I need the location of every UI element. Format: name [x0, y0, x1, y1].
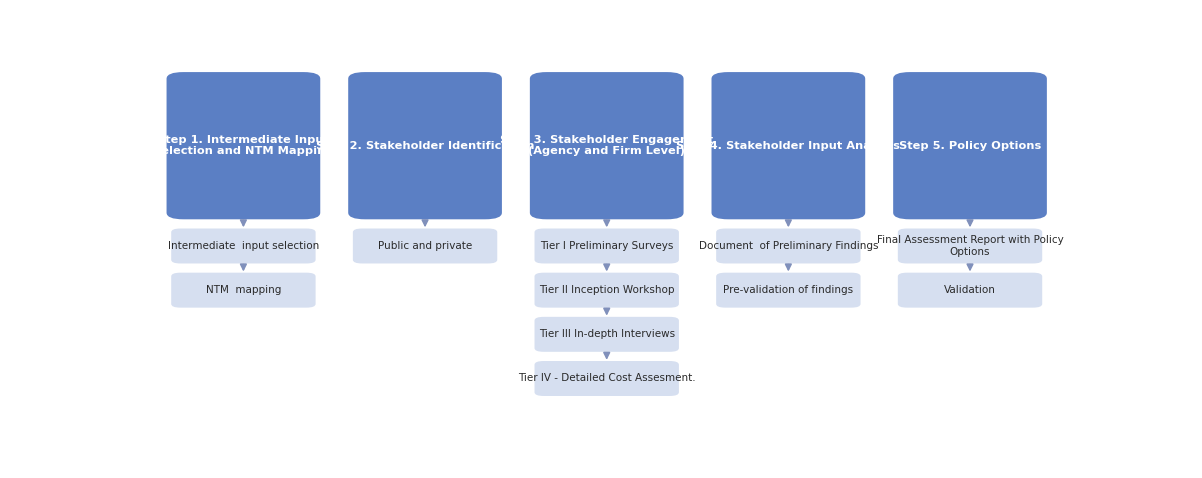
Text: Validation: Validation — [944, 285, 996, 295]
FancyBboxPatch shape — [535, 228, 679, 263]
FancyBboxPatch shape — [535, 317, 679, 352]
Text: Intermediate  input selection: Intermediate input selection — [168, 241, 319, 251]
FancyBboxPatch shape — [171, 228, 316, 263]
FancyBboxPatch shape — [349, 72, 502, 219]
Text: Final Assessment Report with Policy
Options: Final Assessment Report with Policy Opti… — [876, 235, 1064, 257]
Text: Tier II Inception Workshop: Tier II Inception Workshop — [538, 285, 674, 295]
Text: Document  of Preliminary Findings: Document of Preliminary Findings — [698, 241, 879, 251]
FancyBboxPatch shape — [716, 228, 861, 263]
Text: Step 1. Intermediate Input
Selection and NTM Mapping: Step 1. Intermediate Input Selection and… — [153, 135, 334, 156]
FancyBboxPatch shape — [530, 72, 684, 219]
FancyBboxPatch shape — [712, 72, 865, 219]
Text: Pre-validation of findings: Pre-validation of findings — [724, 285, 853, 295]
Text: Step 4. Stakeholder Input Analysis: Step 4. Stakeholder Input Analysis — [677, 141, 900, 151]
Text: Step 3. Stakeholder Engagement
(Agency and Firm Level): Step 3. Stakeholder Engagement (Agency a… — [500, 135, 713, 156]
FancyBboxPatch shape — [898, 228, 1042, 263]
Text: Public and private: Public and private — [377, 241, 472, 251]
FancyBboxPatch shape — [893, 72, 1047, 219]
Text: Step 2. Stakeholder Identification: Step 2. Stakeholder Identification — [316, 141, 535, 151]
FancyBboxPatch shape — [535, 361, 679, 396]
FancyBboxPatch shape — [535, 272, 679, 308]
FancyBboxPatch shape — [171, 272, 316, 308]
FancyBboxPatch shape — [353, 228, 498, 263]
Text: Tier IV - Detailed Cost Assesment.: Tier IV - Detailed Cost Assesment. — [518, 373, 696, 383]
Text: Step 5. Policy Options: Step 5. Policy Options — [899, 141, 1041, 151]
Text: NTM  mapping: NTM mapping — [206, 285, 281, 295]
FancyBboxPatch shape — [898, 272, 1042, 308]
Text: Tier I Preliminary Surveys: Tier I Preliminary Surveys — [540, 241, 673, 251]
FancyBboxPatch shape — [716, 272, 861, 308]
FancyBboxPatch shape — [167, 72, 320, 219]
Text: Tier III In-depth Interviews: Tier III In-depth Interviews — [538, 329, 674, 339]
